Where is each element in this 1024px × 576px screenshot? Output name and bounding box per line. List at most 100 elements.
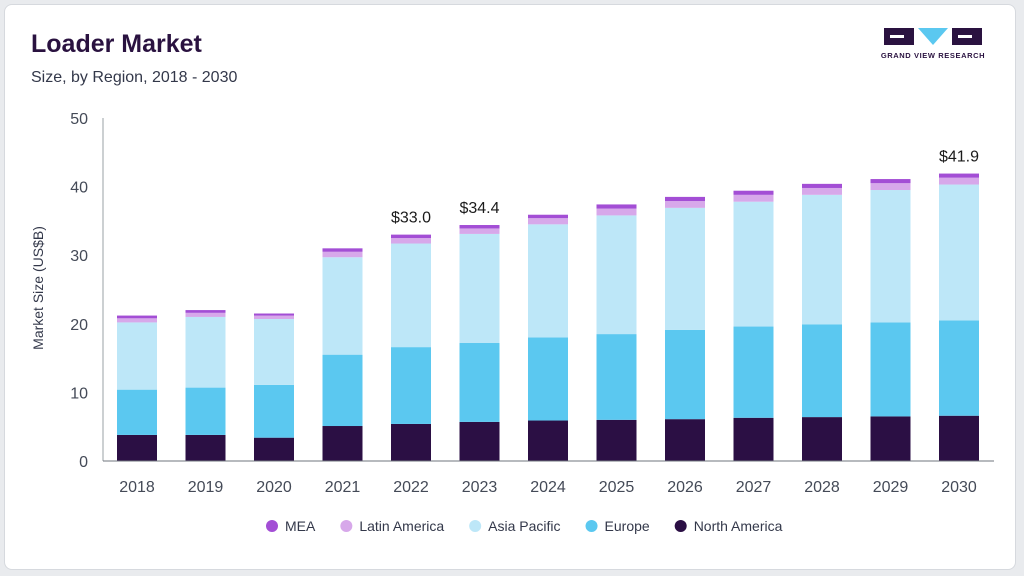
bar-north-america-2022 <box>391 423 431 461</box>
legend-swatch-north-america <box>674 520 687 532</box>
x-tick-label: 2018 <box>119 479 155 496</box>
total-label-2022: $33.0 <box>391 210 431 227</box>
legend-item-asia-pacific[interactable]: Asia Pacific <box>469 518 561 534</box>
bar-north-america-2025 <box>596 419 637 461</box>
chart-card: Loader Market Size, by Region, 2018 - 20… <box>4 4 1016 570</box>
bars <box>117 173 979 461</box>
bar-mea-2026 <box>665 196 705 202</box>
bar-stack-2030 <box>939 173 979 461</box>
bar-mea-2025 <box>596 204 637 209</box>
bar-europe-2018 <box>117 389 157 435</box>
bar-latin-america-2028 <box>802 187 842 195</box>
x-tick-label: 2024 <box>530 479 566 496</box>
bar-latin-america-2024 <box>528 218 568 225</box>
bar-europe-2030 <box>939 320 979 416</box>
bar-stack-2019 <box>185 310 226 461</box>
bar-mea-2020 <box>254 313 294 316</box>
bar-north-america-2026 <box>665 419 705 461</box>
bar-latin-america-2021 <box>322 251 363 258</box>
bar-stack-2021 <box>322 248 363 461</box>
y-tick-label: 0 <box>79 454 88 471</box>
x-tick-label: 2025 <box>599 479 635 496</box>
bar-asia-pacific-2022 <box>391 243 431 348</box>
y-tick-label: 10 <box>70 385 88 402</box>
bar-europe-2022 <box>391 347 431 424</box>
logo-text: GRAND VIEW RESEARCH <box>880 51 986 60</box>
bar-mea-2021 <box>322 248 363 252</box>
bar-stack-2025 <box>596 204 637 461</box>
bar-north-america-2027 <box>733 417 774 461</box>
bar-europe-2023 <box>459 343 500 422</box>
x-tick-label: 2020 <box>256 479 292 496</box>
legend-item-latin-america[interactable]: Latin America <box>340 518 444 534</box>
bar-asia-pacific-2019 <box>185 316 226 388</box>
legend-label-mea: MEA <box>285 518 316 534</box>
bar-latin-america-2020 <box>254 315 294 319</box>
chart-subtitle: Size, by Region, 2018 - 2030 <box>31 69 238 86</box>
bar-asia-pacific-2030 <box>939 184 979 321</box>
total-label-2030: $41.9 <box>939 149 979 166</box>
legend-item-europe[interactable]: Europe <box>585 518 650 534</box>
bar-europe-2027 <box>733 326 774 418</box>
bar-latin-america-2023 <box>459 228 500 234</box>
bar-europe-2020 <box>254 384 294 438</box>
total-label-2023: $34.4 <box>459 200 499 217</box>
bar-mea-2027 <box>733 190 774 195</box>
bar-latin-america-2018 <box>117 318 157 323</box>
y-tick-label: 30 <box>70 248 88 265</box>
bar-europe-2029 <box>870 322 911 417</box>
bar-mea-2023 <box>459 225 500 229</box>
bar-latin-america-2022 <box>391 238 431 244</box>
bar-europe-2025 <box>596 334 637 420</box>
bar-asia-pacific-2021 <box>322 257 363 355</box>
legend-label-europe: Europe <box>605 518 650 534</box>
legend-label-latin-america: Latin America <box>359 518 444 534</box>
bar-mea-2028 <box>802 183 842 188</box>
x-tick-label: 2022 <box>393 479 429 496</box>
bar-stack-2028 <box>802 183 842 461</box>
bar-north-america-2021 <box>322 426 363 461</box>
bar-latin-america-2025 <box>596 208 637 216</box>
bar-asia-pacific-2029 <box>870 190 911 323</box>
bar-mea-2030 <box>939 173 979 178</box>
bar-north-america-2030 <box>939 415 979 461</box>
bar-latin-america-2026 <box>665 201 705 208</box>
bar-latin-america-2030 <box>939 177 979 185</box>
legend: MEA Latin America Asia Pacific Europe North … <box>266 518 783 534</box>
bar-asia-pacific-2024 <box>528 224 568 338</box>
bar-asia-pacific-2020 <box>254 318 294 385</box>
bar-latin-america-2029 <box>870 183 911 191</box>
bar-stack-2018 <box>117 315 157 461</box>
legend-swatch-europe <box>585 520 598 532</box>
bar-asia-pacific-2025 <box>596 215 637 335</box>
x-tick-label: 2029 <box>873 479 909 496</box>
y-axis: 0 10 20 30 40 50 <box>70 111 104 471</box>
bar-stack-2022 <box>391 234 431 461</box>
x-tick-label: 2023 <box>462 479 498 496</box>
bar-north-america-2020 <box>254 437 294 461</box>
gvr-logo-mark-icon <box>884 28 982 45</box>
bar-stack-2023 <box>459 225 500 461</box>
legend-swatch-asia-pacific <box>469 520 482 532</box>
y-tick-label: 50 <box>70 111 88 128</box>
legend-item-north-america[interactable]: North America <box>674 518 783 534</box>
y-tick-label: 40 <box>70 180 88 197</box>
bar-europe-2019 <box>185 387 226 435</box>
x-axis: 2018 2019 2020 2021 2022 2023 2024 2025 2026 2027… <box>103 460 994 496</box>
bar-stack-2029 <box>870 179 911 461</box>
bar-latin-america-2027 <box>733 194 774 202</box>
bar-mea-2024 <box>528 214 568 219</box>
legend-item-mea[interactable]: MEA <box>266 518 316 534</box>
bar-mea-2029 <box>870 179 911 184</box>
bar-asia-pacific-2028 <box>802 194 842 325</box>
bar-stack-2027 <box>733 190 774 461</box>
bar-stack-2020 <box>254 313 294 461</box>
bar-stack-2024 <box>528 214 568 461</box>
x-tick-label: 2019 <box>188 479 224 496</box>
bar-north-america-2023 <box>459 421 500 461</box>
bar-asia-pacific-2018 <box>117 322 157 390</box>
chart-title: Loader Market <box>31 30 202 58</box>
bar-europe-2021 <box>322 354 363 427</box>
x-tick-label: 2026 <box>667 479 703 496</box>
